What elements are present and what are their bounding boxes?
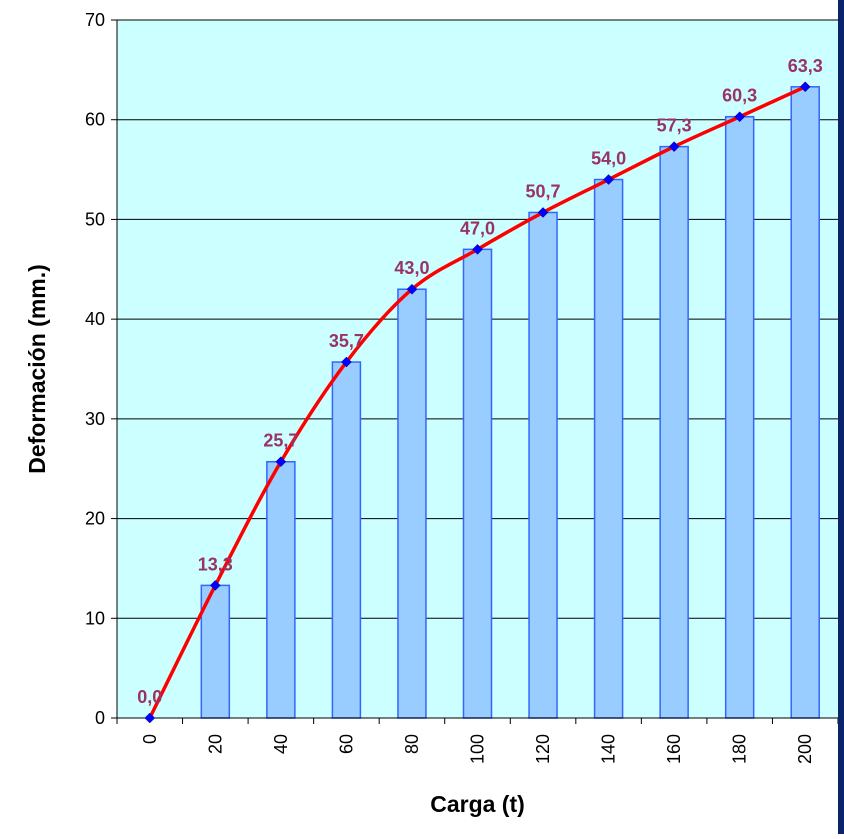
point-marker: [537, 207, 549, 218]
x-tick-label: 40: [271, 734, 291, 754]
data-label: 0,0: [137, 687, 162, 707]
data-label: 63,3: [788, 56, 823, 76]
x-axis-title: Carga (t): [430, 791, 525, 817]
data-label: 54,0: [591, 149, 626, 169]
bar: [331, 361, 362, 719]
x-tick-label: 120: [533, 734, 553, 764]
bar: [724, 115, 755, 719]
y-tick-labels: 0 10 20 30 40 50 60 70: [85, 10, 105, 728]
bar: [397, 288, 427, 719]
x-tick-label: 160: [664, 734, 684, 764]
x-tick-label: 20: [205, 734, 225, 754]
data-label: 13,3: [198, 554, 233, 574]
y-tick-label: 30: [85, 409, 105, 429]
point-marker: [341, 356, 352, 368]
data-label: 43,0: [394, 258, 429, 278]
trend-line: [148, 85, 806, 719]
x-tick-label: 100: [468, 734, 488, 764]
x-tick-label: 140: [599, 734, 619, 764]
data-label: 35,7: [329, 331, 364, 351]
y-tick-label: 40: [85, 309, 105, 329]
bar: [462, 248, 493, 719]
point-marker: [209, 580, 221, 591]
x-tick-labels: 0 20 40 60 80 100 120 140 160 180 200: [140, 734, 815, 764]
point-marker: [144, 712, 156, 724]
point-marker: [275, 456, 287, 468]
x-tick-label: 80: [402, 734, 422, 754]
trend-line-path: [148, 85, 806, 719]
bar: [593, 178, 624, 719]
point-marker: [603, 174, 614, 185]
bar: [659, 145, 689, 719]
point-marker: [472, 243, 483, 255]
bar: [528, 211, 558, 719]
y-axis-title: Deformación (mm.): [24, 264, 50, 474]
y-tick-label: 10: [85, 608, 105, 628]
y-tick-label: 70: [85, 10, 105, 30]
point-marker: [799, 81, 811, 93]
y-tick-label: 0: [95, 708, 105, 728]
x-tick-label: 60: [336, 734, 356, 754]
data-label: 60,3: [722, 86, 757, 106]
point-marker: [734, 111, 746, 123]
axes: [116, 20, 839, 724]
x-tick-label: 180: [730, 734, 750, 764]
y-tick-label: 50: [85, 209, 105, 229]
data-labels: 0,0 13,3 25,7 35,7 43,0 47,0 50,7 54,0 57,3 60,3 6…: [137, 56, 822, 707]
data-label: 57,3: [657, 116, 692, 136]
y-tick-label: 20: [85, 509, 105, 529]
data-label: 25,7: [263, 431, 298, 451]
x-tick-label: 200: [795, 734, 815, 764]
markers: [144, 81, 811, 724]
point-marker: [668, 141, 680, 152]
bar: [266, 460, 296, 719]
point-marker: [406, 283, 418, 295]
x-tick-label: 0: [140, 734, 160, 744]
data-label: 47,0: [460, 218, 495, 238]
y-tick-label: 60: [85, 110, 105, 130]
data-label: 50,7: [526, 181, 561, 201]
window-edge: [838, 0, 844, 834]
bar: [790, 86, 820, 719]
